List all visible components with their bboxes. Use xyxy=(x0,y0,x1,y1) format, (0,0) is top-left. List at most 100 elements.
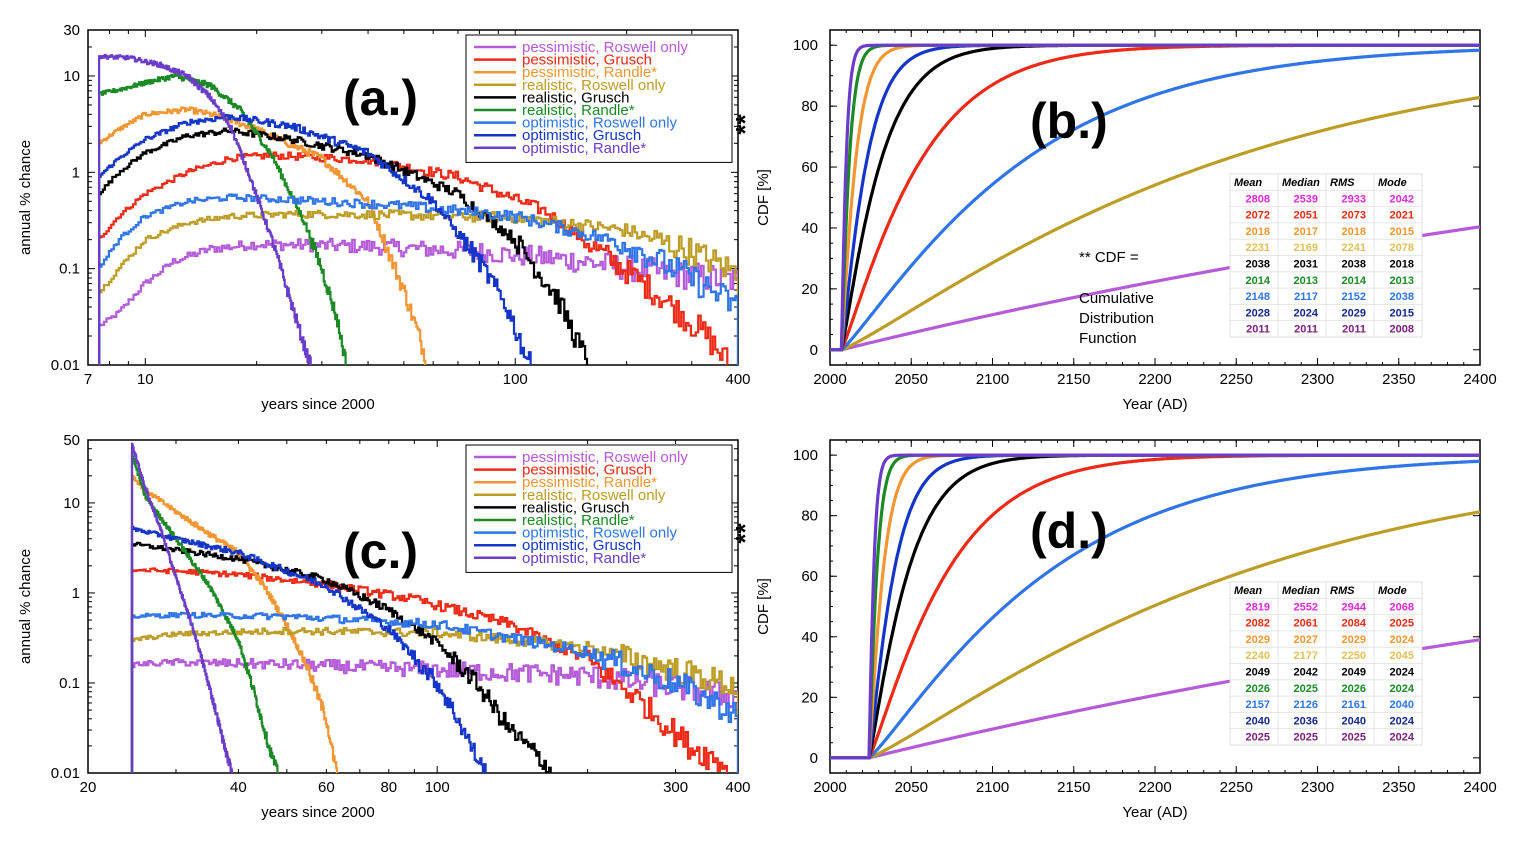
stats-cell: 2161 xyxy=(1342,699,1366,711)
series-line xyxy=(130,611,738,773)
x-tick-label: 2050 xyxy=(895,371,928,388)
stats-cell: 2011 xyxy=(1246,324,1270,336)
series-line xyxy=(98,193,738,365)
x-tick-label: 7 xyxy=(84,371,92,388)
stats-cell: 2042 xyxy=(1390,193,1414,205)
x-tick-label: 2000 xyxy=(813,779,846,796)
panel-a: 7 10 100 400 0.01 0.1 1 10 30 years since 2000 ann… xyxy=(17,22,751,413)
legend-label: optimistic, Grusch xyxy=(522,537,641,554)
y-tick-label: 40 xyxy=(801,629,818,646)
stats-cell: 2078 xyxy=(1390,242,1414,254)
y-tick-label: 1 xyxy=(72,585,80,602)
y-tick-label: 80 xyxy=(801,98,818,115)
y-tick-label: 60 xyxy=(801,159,818,176)
x-tick-label: 2300 xyxy=(1301,371,1334,388)
stats-cell: 2049 xyxy=(1246,667,1270,679)
stats-table: Mean Median RMS Mode 2819 2552 2944 2068 2082 206… xyxy=(1229,581,1423,746)
series-line xyxy=(130,475,339,773)
panel-letter: (d.) xyxy=(1030,503,1108,559)
stats-cell: 2025 xyxy=(1390,618,1414,630)
stats-cell: 2808 xyxy=(1246,193,1270,205)
stats-cell: 2241 xyxy=(1342,242,1366,254)
stats-cell: 2026 xyxy=(1342,683,1366,695)
stats-cell: 2024 xyxy=(1390,683,1415,695)
x-tick-label: 60 xyxy=(318,779,335,796)
stats-cell: 2068 xyxy=(1390,601,1414,613)
x-tick-label: 2200 xyxy=(1138,779,1171,796)
stats-cell: 2061 xyxy=(1294,618,1318,630)
stats-cell: 2017 xyxy=(1294,226,1318,238)
series-line xyxy=(130,525,487,773)
cdf-note: ** CDF = xyxy=(1079,249,1139,266)
stats-header: Mode xyxy=(1378,585,1407,597)
series-line xyxy=(130,567,728,773)
stats-cell: 2015 xyxy=(1390,226,1414,238)
series-group xyxy=(98,53,738,365)
y-tick-label: 10 xyxy=(63,68,80,85)
cdf-note-line: Distribution xyxy=(1079,310,1154,327)
ylabel-annotation: ** xyxy=(730,114,760,135)
stats-cell: 2018 xyxy=(1390,259,1414,271)
series-line xyxy=(130,541,554,773)
stats-header: Median xyxy=(1282,177,1320,189)
series-group xyxy=(830,453,1481,760)
stats-cell: 2231 xyxy=(1246,242,1270,254)
x-tick-label: 80 xyxy=(380,779,397,796)
stats-cell: 2026 xyxy=(1246,683,1270,695)
panel-letter: (c.) xyxy=(343,523,418,579)
x-tick-label: 20 xyxy=(80,779,97,796)
stats-cell: 2029 xyxy=(1342,307,1366,319)
series-line xyxy=(98,73,347,365)
cdf-curve xyxy=(830,48,1481,352)
panel-b: 2000 2050 2100 2150 2200 2250 2300 2350 24000204… xyxy=(730,29,1497,413)
y-tick-label: 30 xyxy=(63,22,80,39)
series-line xyxy=(130,453,279,773)
stats-cell: 2021 xyxy=(1390,210,1414,222)
stats-cell: 2177 xyxy=(1294,650,1318,662)
y-tick-label: 50 xyxy=(63,432,80,449)
legend-label: realistic, Grusch xyxy=(522,89,630,106)
x-tick-label: 2300 xyxy=(1301,779,1334,796)
series-line xyxy=(130,658,738,773)
ticks xyxy=(829,440,1481,773)
x-tick-label: 2050 xyxy=(895,779,928,796)
stats-header: Mean xyxy=(1234,585,1262,597)
stats-cell: 2011 xyxy=(1342,324,1366,336)
x-tick-label: 2250 xyxy=(1220,779,1253,796)
cdf-note-line: Function xyxy=(1079,330,1137,347)
stats-cell: 2038 xyxy=(1342,259,1366,271)
stats-header: Mean xyxy=(1234,177,1262,189)
series-line xyxy=(98,113,532,365)
legend-label: optimistic, Roswell only xyxy=(522,525,678,542)
stats-cell: 2031 xyxy=(1294,259,1318,271)
plot-frame xyxy=(87,29,739,366)
stats-cell: 2819 xyxy=(1246,601,1270,613)
ylabel-annotation: ** xyxy=(730,523,760,544)
x-tick-label: 300 xyxy=(663,779,688,796)
x-tick-label: 100 xyxy=(425,779,450,796)
legend-label: realistic, Roswell only xyxy=(522,77,666,94)
stats-cell: 2250 xyxy=(1342,650,1366,662)
x-tick-label: 100 xyxy=(503,371,528,388)
legend-box xyxy=(465,34,733,163)
x-tick-label: 2400 xyxy=(1463,371,1496,388)
stats-cell: 2040 xyxy=(1390,699,1414,711)
stats-cell: 2045 xyxy=(1390,650,1414,662)
series-line xyxy=(98,53,312,365)
series-line xyxy=(98,127,589,365)
x-tick-label: 2100 xyxy=(976,371,1009,388)
stats-cell: 2040 xyxy=(1246,715,1270,727)
y-axis-label: CDF [%] xyxy=(755,169,772,226)
stats-cell: 2013 xyxy=(1390,275,1414,287)
stats-cell: 2025 xyxy=(1342,732,1366,744)
stats-cell: 2014 xyxy=(1246,275,1271,287)
legend-label: pessimistic, Grusch xyxy=(522,52,652,69)
panel-c: 20 40 60 80 100 300 400 0.01 0.1 1 10 50 years since… xyxy=(17,432,751,821)
stats-cell: 2029 xyxy=(1342,634,1366,646)
series-line xyxy=(130,442,234,773)
stats-cell: 2018 xyxy=(1246,226,1270,238)
y-tick-label: 0.1 xyxy=(59,675,80,692)
y-tick-label: 60 xyxy=(801,568,818,585)
